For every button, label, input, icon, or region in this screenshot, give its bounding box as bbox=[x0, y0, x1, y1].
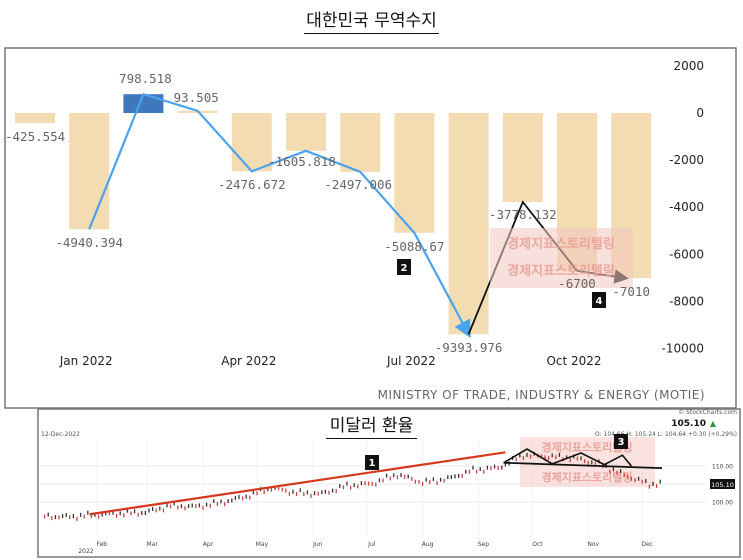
svg-text:경제지표스토리텔링: 경제지표스토리텔링 bbox=[541, 440, 632, 454]
y-tick-label: 2000 bbox=[673, 59, 704, 73]
usd-x-tick-label: Oct bbox=[532, 541, 543, 548]
data-label-6: -2497.006 bbox=[324, 177, 392, 192]
up-arrow-icon: ▲ bbox=[710, 419, 717, 428]
price-tag-label: 105.10 bbox=[711, 481, 734, 489]
usd-x-tick-label: Jun bbox=[312, 541, 323, 548]
data-label-9: -3778.132 bbox=[489, 207, 557, 222]
neckline bbox=[503, 461, 663, 470]
svg-text:경제지표스토리텔링: 경제지표스토리텔링 bbox=[541, 470, 632, 484]
data-label-8: -9393.976 bbox=[435, 340, 503, 355]
bar-feb-2022 bbox=[123, 94, 164, 113]
data-label-5: -1605.818 bbox=[268, 154, 336, 169]
data-label-2: 798.518 bbox=[119, 71, 172, 86]
blue-trend-line bbox=[88, 92, 471, 339]
usd-x-tick-label: Jul bbox=[367, 541, 376, 548]
head-shoulders-outline bbox=[503, 448, 633, 467]
bar-jan-2022 bbox=[69, 113, 110, 230]
price-tag bbox=[710, 479, 735, 489]
trade-balance-x-axis: Jan 2022 Apr 2022 Jul 2022 Oct 2022 bbox=[59, 354, 602, 368]
x-tick-label: Apr 2022 bbox=[221, 354, 276, 368]
usd-index-trendlines bbox=[89, 448, 663, 516]
svg-text:1: 1 bbox=[369, 458, 376, 469]
data-label-0: -425.554 bbox=[5, 129, 65, 144]
usd-index-title: 미달러 환율 bbox=[0, 411, 743, 439]
bar-dec-2021 bbox=[15, 113, 55, 124]
data-label-4: -2476.672 bbox=[218, 177, 286, 192]
marker-1: 1 bbox=[365, 455, 379, 470]
usd-x-tick-label: Nov bbox=[587, 541, 599, 548]
data-label-11: -7010 bbox=[612, 284, 650, 299]
date-stamp: 12-Dec-2022 bbox=[41, 431, 80, 438]
svg-text:4: 4 bbox=[596, 296, 603, 307]
data-label-1: -4940.394 bbox=[55, 235, 123, 250]
usd-x-tick-label: May bbox=[256, 541, 269, 548]
data-label-7: -5088.67 bbox=[384, 239, 444, 254]
brand-label: © StockCharts.com bbox=[678, 409, 737, 416]
svg-text:2: 2 bbox=[401, 263, 408, 274]
usd-x-tick-label: Mar bbox=[147, 541, 159, 548]
x-tick-label: Jan 2022 bbox=[59, 354, 113, 368]
svg-text:경제지표스토리텔링: 경제지표스토리텔링 bbox=[507, 263, 615, 279]
marker-4: 4 bbox=[592, 292, 606, 308]
year-label: 2022 bbox=[78, 548, 93, 555]
marker-2: 2 bbox=[397, 259, 411, 275]
usd-x-tick-label: Sep bbox=[478, 541, 490, 548]
usd-x-tick-label: Feb bbox=[96, 541, 107, 548]
x-tick-label: Jul 2022 bbox=[386, 354, 436, 368]
data-label-3: 93.505 bbox=[174, 90, 219, 105]
last-price: 105.10 bbox=[671, 419, 706, 429]
bar-aug-2022 bbox=[448, 113, 489, 335]
trade-balance-y-axis: 2000 0 -2000 -4000 -6000 -8000 -10000 bbox=[661, 59, 704, 356]
bar-jun-2022 bbox=[340, 113, 381, 172]
y-tick-label: -8000 bbox=[669, 294, 704, 308]
usd-x-tick-label: Apr bbox=[203, 541, 214, 548]
y-tick-label: -4000 bbox=[669, 200, 704, 214]
y-tick-label: -2000 bbox=[669, 153, 704, 167]
bar-jul-2022 bbox=[394, 113, 435, 233]
svg-text:경제지표스토리텔링: 경제지표스토리텔링 bbox=[507, 236, 615, 252]
data-label-10: -6700 bbox=[558, 276, 596, 291]
x-tick-label: Oct 2022 bbox=[546, 354, 601, 368]
y-tick-label: 0 bbox=[696, 106, 704, 120]
svg-text:3: 3 bbox=[618, 437, 625, 448]
usd-x-tick-label: Dec bbox=[641, 541, 653, 548]
trade-balance-title: 대한민국 무역수지 bbox=[0, 6, 743, 34]
bar-apr-2022 bbox=[231, 113, 272, 172]
y-tick-label: -10000 bbox=[661, 342, 704, 356]
bar-may-2022 bbox=[286, 113, 326, 151]
usd-index-x-axis: Feb Mar Apr May Jun Jul Aug Sep Oct Nov Dec bbox=[96, 541, 653, 548]
red-uptrend-line bbox=[89, 451, 506, 516]
ohlc-readout: O: 104.66 H: 105.24 L: 104.64 +0.30 (+0.… bbox=[595, 431, 737, 438]
marker-3: 3 bbox=[614, 434, 628, 449]
source-label: MINISTRY OF TRADE, INDUSTRY & ENERGY (MO… bbox=[378, 388, 705, 402]
usd-y-tick-label: 110.00 bbox=[712, 464, 733, 471]
usd-x-tick-label: Aug bbox=[422, 541, 434, 548]
usd-y-tick-label: 100.00 bbox=[712, 500, 733, 507]
bar-sep-2022 bbox=[502, 113, 543, 202]
y-tick-label: -6000 bbox=[669, 247, 704, 261]
